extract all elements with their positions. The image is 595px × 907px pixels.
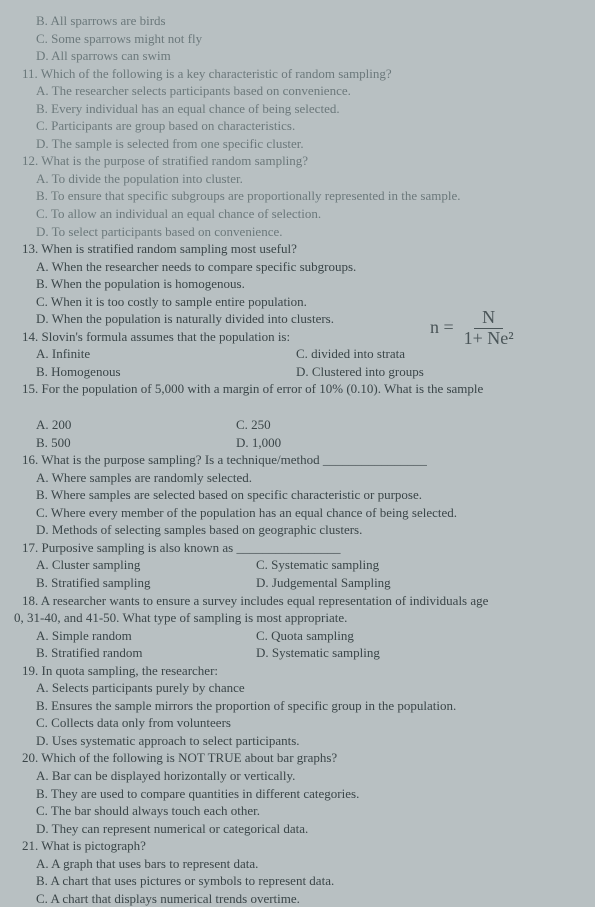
q12-d: D. To select participants based on conve… bbox=[22, 223, 587, 241]
q15-d: D. 1,000 bbox=[236, 434, 587, 452]
q14-a: A. Infinite bbox=[36, 345, 296, 363]
q13-stem: 13. When is stratified random sampling m… bbox=[22, 240, 587, 258]
q16-d: D. Methods of selecting samples based on… bbox=[22, 521, 587, 539]
q18-c: C. Quota sampling bbox=[256, 627, 587, 645]
q13-a: A. When the researcher needs to compare … bbox=[22, 258, 587, 276]
q11-b: B. Every individual has an equal chance … bbox=[22, 100, 587, 118]
q17-stem: 17. Purposive sampling is also known as … bbox=[22, 539, 587, 557]
q21-stem: 21. What is pictograph? bbox=[22, 837, 587, 855]
q17-b: B. Stratified sampling bbox=[36, 574, 256, 592]
q15-a: A. 200 bbox=[36, 416, 236, 434]
q11-d: D. The sample is selected from one speci… bbox=[22, 135, 587, 153]
q12-c: C. To allow an individual an equal chanc… bbox=[22, 205, 587, 223]
q12-stem: 12. What is the purpose of stratified ra… bbox=[22, 152, 587, 170]
q20-stem: 20. Which of the following is NOT TRUE a… bbox=[22, 749, 587, 767]
q14-d: D. Clustered into groups bbox=[296, 363, 587, 381]
q16-c: C. Where every member of the population … bbox=[22, 504, 587, 522]
q18-stem2: 0, 31-40, and 41-50. What type of sampli… bbox=[14, 609, 587, 627]
q13-b: B. When the population is homogenous. bbox=[22, 275, 587, 293]
opt-c: C. Some sparrows might not fly bbox=[22, 30, 587, 48]
q11-a: A. The researcher selects participants b… bbox=[22, 82, 587, 100]
q18-a: A. Simple random bbox=[36, 627, 256, 645]
q20-a: A. Bar can be displayed horizontally or … bbox=[22, 767, 587, 785]
q12-b: B. To ensure that specific subgroups are… bbox=[22, 187, 587, 205]
q15-b: B. 500 bbox=[36, 434, 236, 452]
q17-d: D. Judgemental Sampling bbox=[256, 574, 587, 592]
q20-c: C. The bar should always touch each othe… bbox=[22, 802, 587, 820]
handwritten-formula: n = N 1+ Ne² bbox=[430, 308, 518, 349]
q20-b: B. They are used to compare quantities i… bbox=[22, 785, 587, 803]
q12-a: A. To divide the population into cluster… bbox=[22, 170, 587, 188]
opt-b: B. All sparrows are birds bbox=[22, 12, 587, 30]
q21-b: B. A chart that uses pictures or symbols… bbox=[22, 872, 587, 890]
q19-d: D. Uses systematic approach to select pa… bbox=[22, 732, 587, 750]
hand-n-equals: n = bbox=[430, 318, 454, 338]
q11-c: C. Participants are group based on chara… bbox=[22, 117, 587, 135]
q17-c: C. Systematic sampling bbox=[256, 556, 587, 574]
q17-a: A. Cluster sampling bbox=[36, 556, 256, 574]
q18-b: B. Stratified random bbox=[36, 644, 256, 662]
q15-stem: 15. For the population of 5,000 with a m… bbox=[22, 380, 587, 398]
hand-frac-bot: 1+ Ne² bbox=[460, 329, 518, 349]
q19-c: C. Collects data only from volunteers bbox=[22, 714, 587, 732]
q14-b: B. Homogenous bbox=[36, 363, 296, 381]
opt-d: D. All sparrows can swim bbox=[22, 47, 587, 65]
q16-stem: 16. What is the purpose sampling? Is a t… bbox=[22, 451, 587, 469]
q21-a: A. A graph that uses bars to represent d… bbox=[22, 855, 587, 873]
q19-a: A. Selects participants purely by chance bbox=[22, 679, 587, 697]
q18-stem1: 18. A researcher wants to ensure a surve… bbox=[22, 592, 587, 610]
q11-stem: 11. Which of the following is a key char… bbox=[22, 65, 587, 83]
q19-b: B. Ensures the sample mirrors the propor… bbox=[22, 697, 587, 715]
hand-frac-top: N bbox=[474, 308, 503, 329]
q20-d: D. They can represent numerical or categ… bbox=[22, 820, 587, 838]
q16-a: A. Where samples are randomly selected. bbox=[22, 469, 587, 487]
q21-c: C. A chart that displays numerical trend… bbox=[22, 890, 587, 907]
q18-d: D. Systematic sampling bbox=[256, 644, 587, 662]
q16-b: B. Where samples are selected based on s… bbox=[22, 486, 587, 504]
q15-c: C. 250 bbox=[236, 416, 587, 434]
q19-stem: 19. In quota sampling, the researcher: bbox=[22, 662, 587, 680]
